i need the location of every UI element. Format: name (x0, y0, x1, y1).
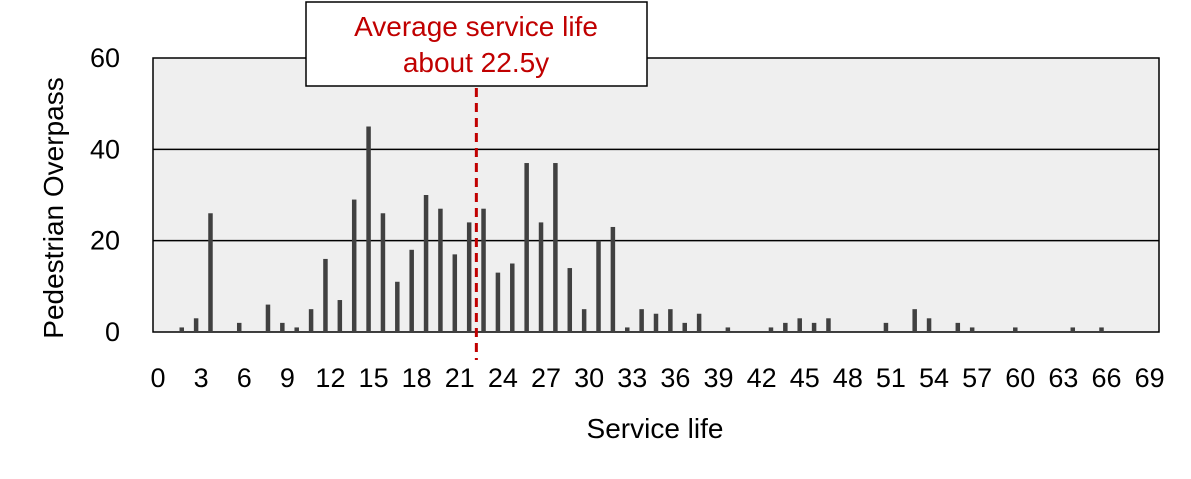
bar-28 (553, 163, 558, 332)
bar-36 (668, 309, 673, 332)
bar-8 (265, 304, 271, 332)
bar-27 (538, 222, 544, 332)
bar-29 (567, 268, 573, 332)
bar-9 (280, 322, 285, 332)
x-tick-27: 27 (531, 363, 561, 393)
bar-13 (337, 300, 343, 332)
bar-57 (969, 327, 975, 332)
x-tick-36: 36 (660, 363, 690, 393)
x-tick-33: 33 (617, 363, 647, 393)
annotation-box (305, 1, 648, 87)
bar-30 (581, 309, 587, 332)
plot-area (152, 57, 1160, 333)
y-axis-title: Pedestrian Overpass (38, 77, 69, 338)
bar-54 (926, 318, 932, 332)
bar-2 (179, 327, 184, 332)
bar-45 (797, 318, 802, 332)
bar-19 (423, 195, 429, 332)
x-tick-0: 0 (150, 363, 165, 393)
x-axis-title: Service life (587, 413, 724, 444)
x-tick-51: 51 (876, 363, 906, 393)
x-tick-9: 9 (280, 363, 295, 393)
bar-56 (955, 322, 961, 332)
bar-17 (395, 281, 400, 332)
x-tick-48: 48 (833, 363, 863, 393)
bar-12 (323, 258, 328, 332)
bar-6 (236, 322, 242, 332)
y-tick-60: 60 (90, 43, 120, 73)
bar-43 (768, 327, 774, 332)
y-tick-0: 0 (105, 317, 120, 347)
bar-22 (466, 222, 472, 332)
bar-10 (294, 327, 299, 332)
bar-25 (510, 263, 515, 332)
x-tick-3: 3 (194, 363, 209, 393)
y-tick-labels: 0 20 40 60 (90, 43, 120, 347)
grid-lines (153, 148, 1159, 242)
x-tick-21: 21 (445, 363, 475, 393)
x-tick-69: 69 (1135, 363, 1165, 393)
bar-38 (696, 313, 702, 332)
x-tick-15: 15 (359, 363, 389, 393)
bar-32 (610, 226, 616, 332)
bar-26 (524, 163, 529, 332)
x-tick-39: 39 (703, 363, 733, 393)
annotation-line-2: about 22.5y (403, 47, 549, 78)
bar-46 (811, 322, 817, 332)
bar-47 (826, 318, 831, 332)
bar-15 (366, 126, 371, 332)
bar-4 (208, 213, 213, 332)
bar-23 (481, 208, 486, 332)
x-tick-labels: 0 3 6 9 12 15 18 21 24 27 30 33 36 39 42 45 48 51 54 57 60 63… (150, 363, 1164, 393)
bar-44 (783, 322, 788, 332)
x-tick-66: 66 (1091, 363, 1121, 393)
x-tick-42: 42 (747, 363, 777, 393)
x-tick-63: 63 (1048, 363, 1078, 393)
x-tick-54: 54 (919, 363, 949, 393)
bars (179, 126, 1104, 332)
x-tick-57: 57 (962, 363, 992, 393)
x-tick-45: 45 (790, 363, 820, 393)
x-tick-12: 12 (315, 363, 345, 393)
bar-34 (639, 309, 644, 332)
bar-53 (912, 309, 917, 332)
bar-37 (682, 322, 687, 332)
bar-35 (653, 313, 659, 332)
bar-24 (495, 272, 501, 332)
bar-60 (1013, 327, 1018, 332)
x-tick-30: 30 (574, 363, 604, 393)
bar-21 (452, 254, 458, 332)
x-tick-18: 18 (402, 363, 432, 393)
y-tick-20: 20 (90, 226, 120, 256)
bar-64 (1070, 327, 1076, 332)
y-tick-40: 40 (90, 134, 120, 164)
bar-40 (725, 327, 731, 332)
bar-66 (1099, 327, 1104, 332)
bar-18 (409, 249, 414, 332)
x-tick-60: 60 (1005, 363, 1035, 393)
x-tick-24: 24 (488, 363, 518, 393)
bar-16 (380, 213, 386, 332)
bar-11 (308, 309, 314, 332)
bar-31 (596, 240, 601, 332)
x-tick-6: 6 (237, 363, 252, 393)
bar-33 (625, 327, 630, 332)
bar-20 (438, 208, 443, 332)
bar-3 (193, 318, 199, 332)
bar-14 (351, 199, 357, 332)
bar-51 (883, 322, 889, 332)
annotation-line-1: Average service life (354, 11, 598, 42)
